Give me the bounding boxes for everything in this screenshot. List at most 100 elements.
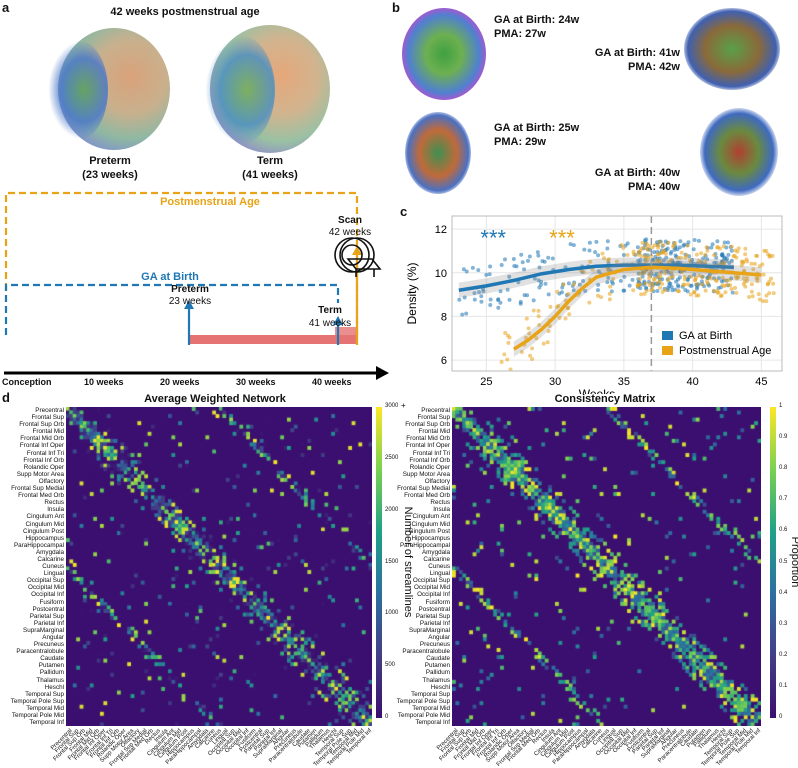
region-row-label: Frontal Sup — [417, 414, 450, 422]
data-point — [571, 243, 576, 248]
data-point — [743, 252, 748, 257]
x-tick-label: 35 — [618, 376, 630, 388]
data-point — [526, 326, 531, 331]
data-point — [755, 279, 760, 284]
data-point — [488, 297, 493, 302]
data-point — [735, 249, 740, 254]
data-point — [652, 260, 657, 265]
data-point — [622, 274, 627, 279]
data-point — [655, 252, 660, 257]
y-tick-label: 8 — [441, 311, 447, 323]
region-row-label: Frontal Mid Orb — [20, 435, 64, 443]
region-row-label: Frontal Inf Oper — [19, 442, 64, 450]
data-point — [655, 288, 660, 293]
data-point — [685, 289, 690, 294]
data-point — [547, 324, 552, 329]
data-point — [639, 246, 644, 251]
region-row-label: Pallidum — [39, 669, 64, 677]
brain-ga41 — [684, 8, 780, 90]
data-point — [502, 352, 507, 357]
colorbar-tick-label: 0.8 — [779, 465, 788, 472]
region-row-label: Supp Motor Area — [402, 470, 450, 478]
data-point — [565, 306, 570, 311]
data-point — [566, 291, 571, 296]
data-point — [661, 243, 666, 248]
data-point — [719, 293, 724, 298]
term-marker-label: Term — [318, 305, 342, 316]
region-row-label: Caudate — [426, 655, 450, 663]
term-tracts-overlay — [205, 35, 275, 145]
data-point — [631, 288, 636, 293]
region-row-label: Frontal Sup Medial — [11, 485, 64, 493]
fit-line — [458, 263, 734, 292]
data-point — [519, 252, 524, 257]
data-point — [712, 253, 717, 258]
data-point — [470, 265, 475, 270]
data-point — [652, 277, 657, 282]
b2-ga: GA at Birth: 41w — [594, 47, 680, 59]
data-point — [636, 259, 641, 264]
matrix2-colorbar — [770, 407, 776, 718]
data-point — [472, 291, 477, 296]
term-name: Term — [256, 155, 284, 167]
density-scatter-chart: 25 30 35 40 45 6 8 10 12 Weeks Density (%) *** *** GA… — [405, 215, 783, 394]
region-row-label: Cingulum Post — [23, 527, 64, 535]
data-point — [743, 246, 748, 251]
data-point — [734, 276, 739, 281]
axis-label-conception: Conception — [2, 377, 52, 387]
data-point — [714, 260, 719, 265]
data-point — [666, 240, 671, 245]
region-row-label: Thalamus — [36, 676, 64, 684]
region-row-label: Fusiform — [39, 598, 65, 606]
data-point — [605, 239, 610, 244]
colorbar-tick-label: 1000 — [385, 610, 399, 617]
region-row-label: Occipital Inf — [417, 591, 450, 599]
data-point — [605, 246, 610, 251]
data-point — [722, 240, 727, 245]
data-point — [686, 282, 691, 287]
colorbar-tick-label: 0.7 — [779, 496, 788, 503]
colorbar-tick-label: 0.6 — [779, 527, 788, 534]
region-row-label: Olfactory — [424, 477, 450, 485]
region-row-label: Temporal Sup — [411, 690, 450, 698]
region-row-label: ParaHippocampal — [399, 541, 450, 549]
age-range-bar — [190, 335, 358, 344]
data-point — [534, 336, 539, 341]
term-age: (41 weeks) — [242, 169, 298, 181]
data-point — [499, 263, 504, 268]
data-point — [726, 240, 731, 245]
data-point — [536, 308, 541, 313]
data-point — [696, 258, 701, 263]
x-axis-label: Weeks — [579, 387, 615, 394]
data-point — [614, 259, 619, 264]
data-point — [588, 259, 593, 264]
data-point — [767, 291, 772, 296]
data-point — [693, 277, 698, 282]
data-point — [542, 259, 547, 264]
data-point — [537, 322, 542, 327]
region-row-label: Temporal Pole Sup — [396, 697, 450, 705]
region-row-label: Amygdala — [421, 548, 450, 556]
data-point — [687, 258, 692, 263]
legend-swatch — [662, 346, 673, 355]
data-point — [764, 293, 769, 298]
region-row-label: Insula — [433, 506, 450, 514]
data-point — [550, 256, 555, 261]
region-row-label: Parietal Sup — [415, 612, 450, 620]
data-point — [546, 292, 551, 297]
data-point — [644, 288, 649, 293]
data-point — [571, 288, 576, 293]
data-point — [729, 244, 734, 249]
region-row-label: Cuneus — [428, 563, 450, 571]
data-point — [631, 249, 636, 254]
data-point — [670, 288, 675, 293]
data-point — [769, 276, 774, 281]
region-row-label: Lingual — [43, 570, 64, 578]
region-row-label: Occipital Sup — [26, 577, 64, 585]
data-point — [530, 357, 535, 362]
matrix1-row-labels: Precentral Frontal Sup Frontal Sup Orb Fron… — [0, 407, 64, 726]
region-row-label: Occipital Sup — [412, 577, 450, 585]
data-point — [689, 274, 694, 279]
region-row-label: Temporal Mid — [26, 704, 64, 712]
data-point — [546, 329, 551, 334]
